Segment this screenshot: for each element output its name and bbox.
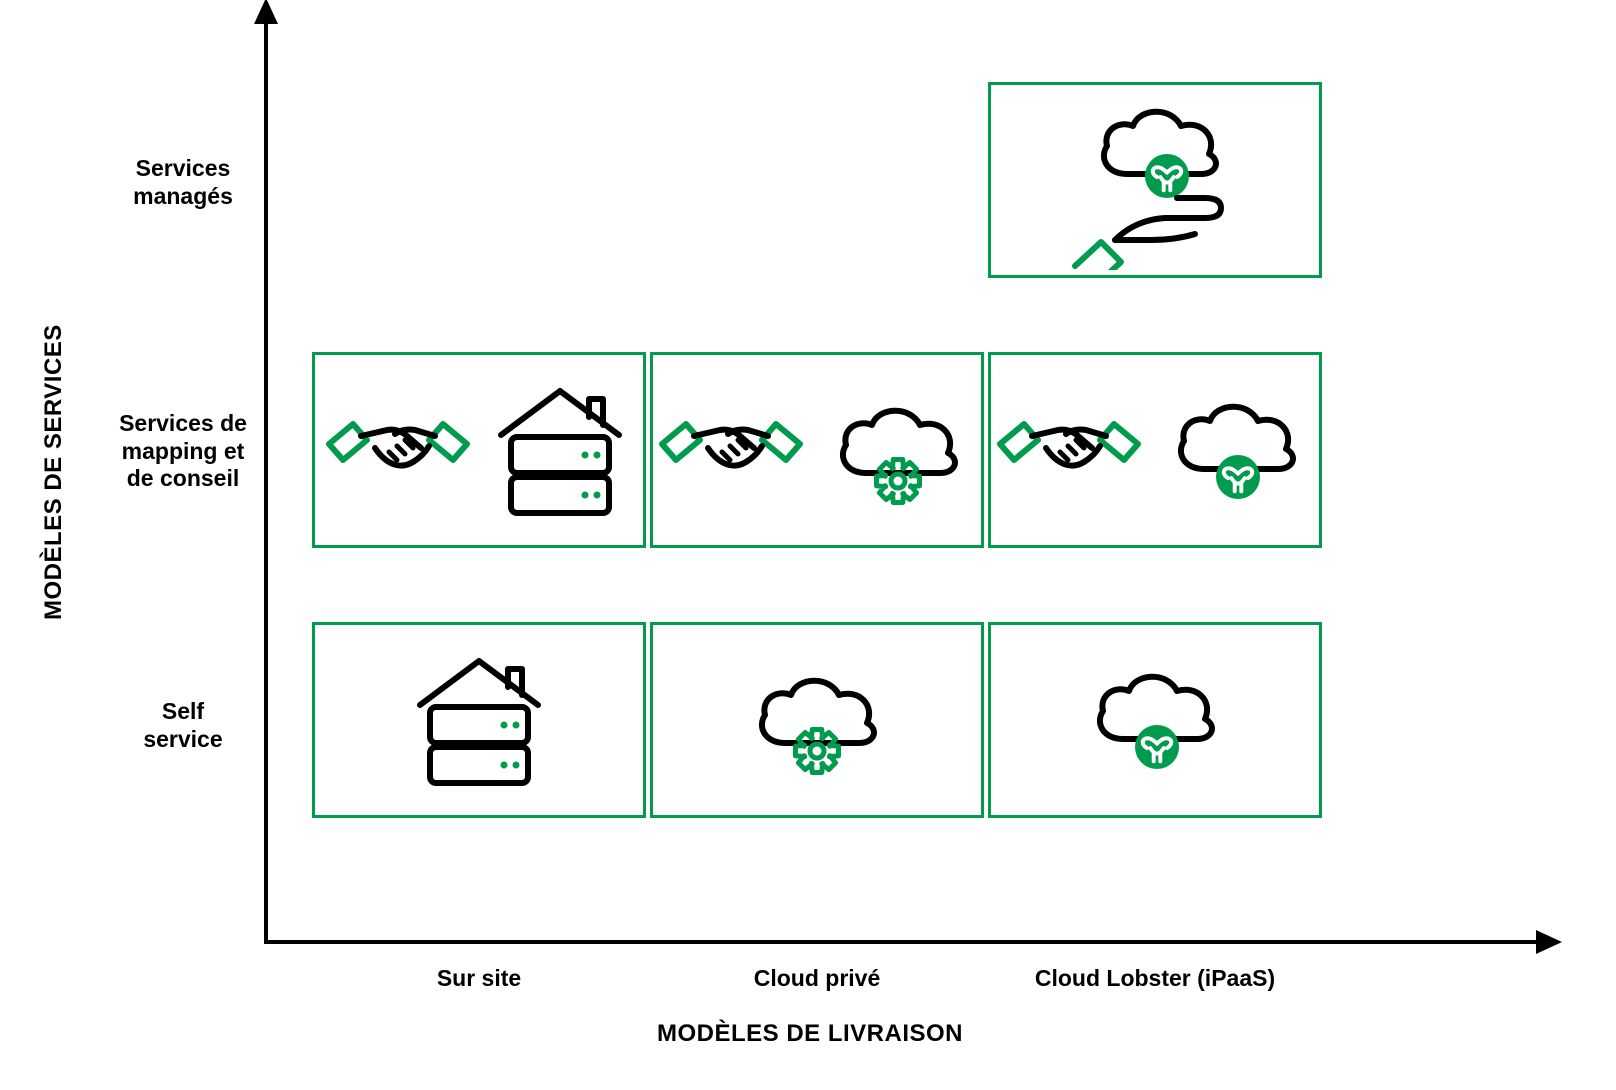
cell-managed-ipaas	[988, 82, 1322, 278]
row-label-mapping: Services demapping etde conseil	[108, 410, 258, 493]
server-house-icon	[404, 645, 554, 795]
x-axis-arrowhead	[1536, 930, 1562, 954]
x-axis-title: MODÈLES DE LIVRAISON	[560, 1020, 1060, 1048]
x-axis	[264, 940, 1540, 944]
cloud-lobster-icon	[1075, 655, 1235, 785]
handshake-icon	[994, 390, 1144, 510]
cell-self-ipaas	[988, 622, 1322, 818]
y-axis	[264, 18, 268, 944]
hand-cloud-lobster-icon	[1055, 90, 1255, 270]
cell-self-onsite	[312, 622, 646, 818]
y-axis-arrowhead	[254, 0, 278, 24]
handshake-icon	[323, 390, 473, 510]
cloud-gear-icon	[737, 655, 897, 785]
col-label-private: Cloud privé	[650, 965, 984, 992]
matrix-diagram: MODÈLES DE LIVRAISON MODÈLES DE SERVICES…	[0, 0, 1616, 1090]
cloud-gear-icon	[818, 385, 978, 515]
y-axis-title: MODÈLES DE SERVICES	[40, 324, 68, 620]
cell-mapping-private	[650, 352, 984, 548]
handshake-icon	[656, 390, 806, 510]
cloud-lobster-icon	[1156, 385, 1316, 515]
row-label-self: Selfservice	[108, 698, 258, 753]
row-label-managed: Servicesmanagés	[108, 155, 258, 210]
server-house-icon	[485, 375, 635, 525]
col-label-onsite: Sur site	[312, 965, 646, 992]
cell-mapping-onsite	[312, 352, 646, 548]
cell-mapping-ipaas	[988, 352, 1322, 548]
cell-self-private	[650, 622, 984, 818]
col-label-ipaas: Cloud Lobster (iPaaS)	[988, 965, 1322, 992]
